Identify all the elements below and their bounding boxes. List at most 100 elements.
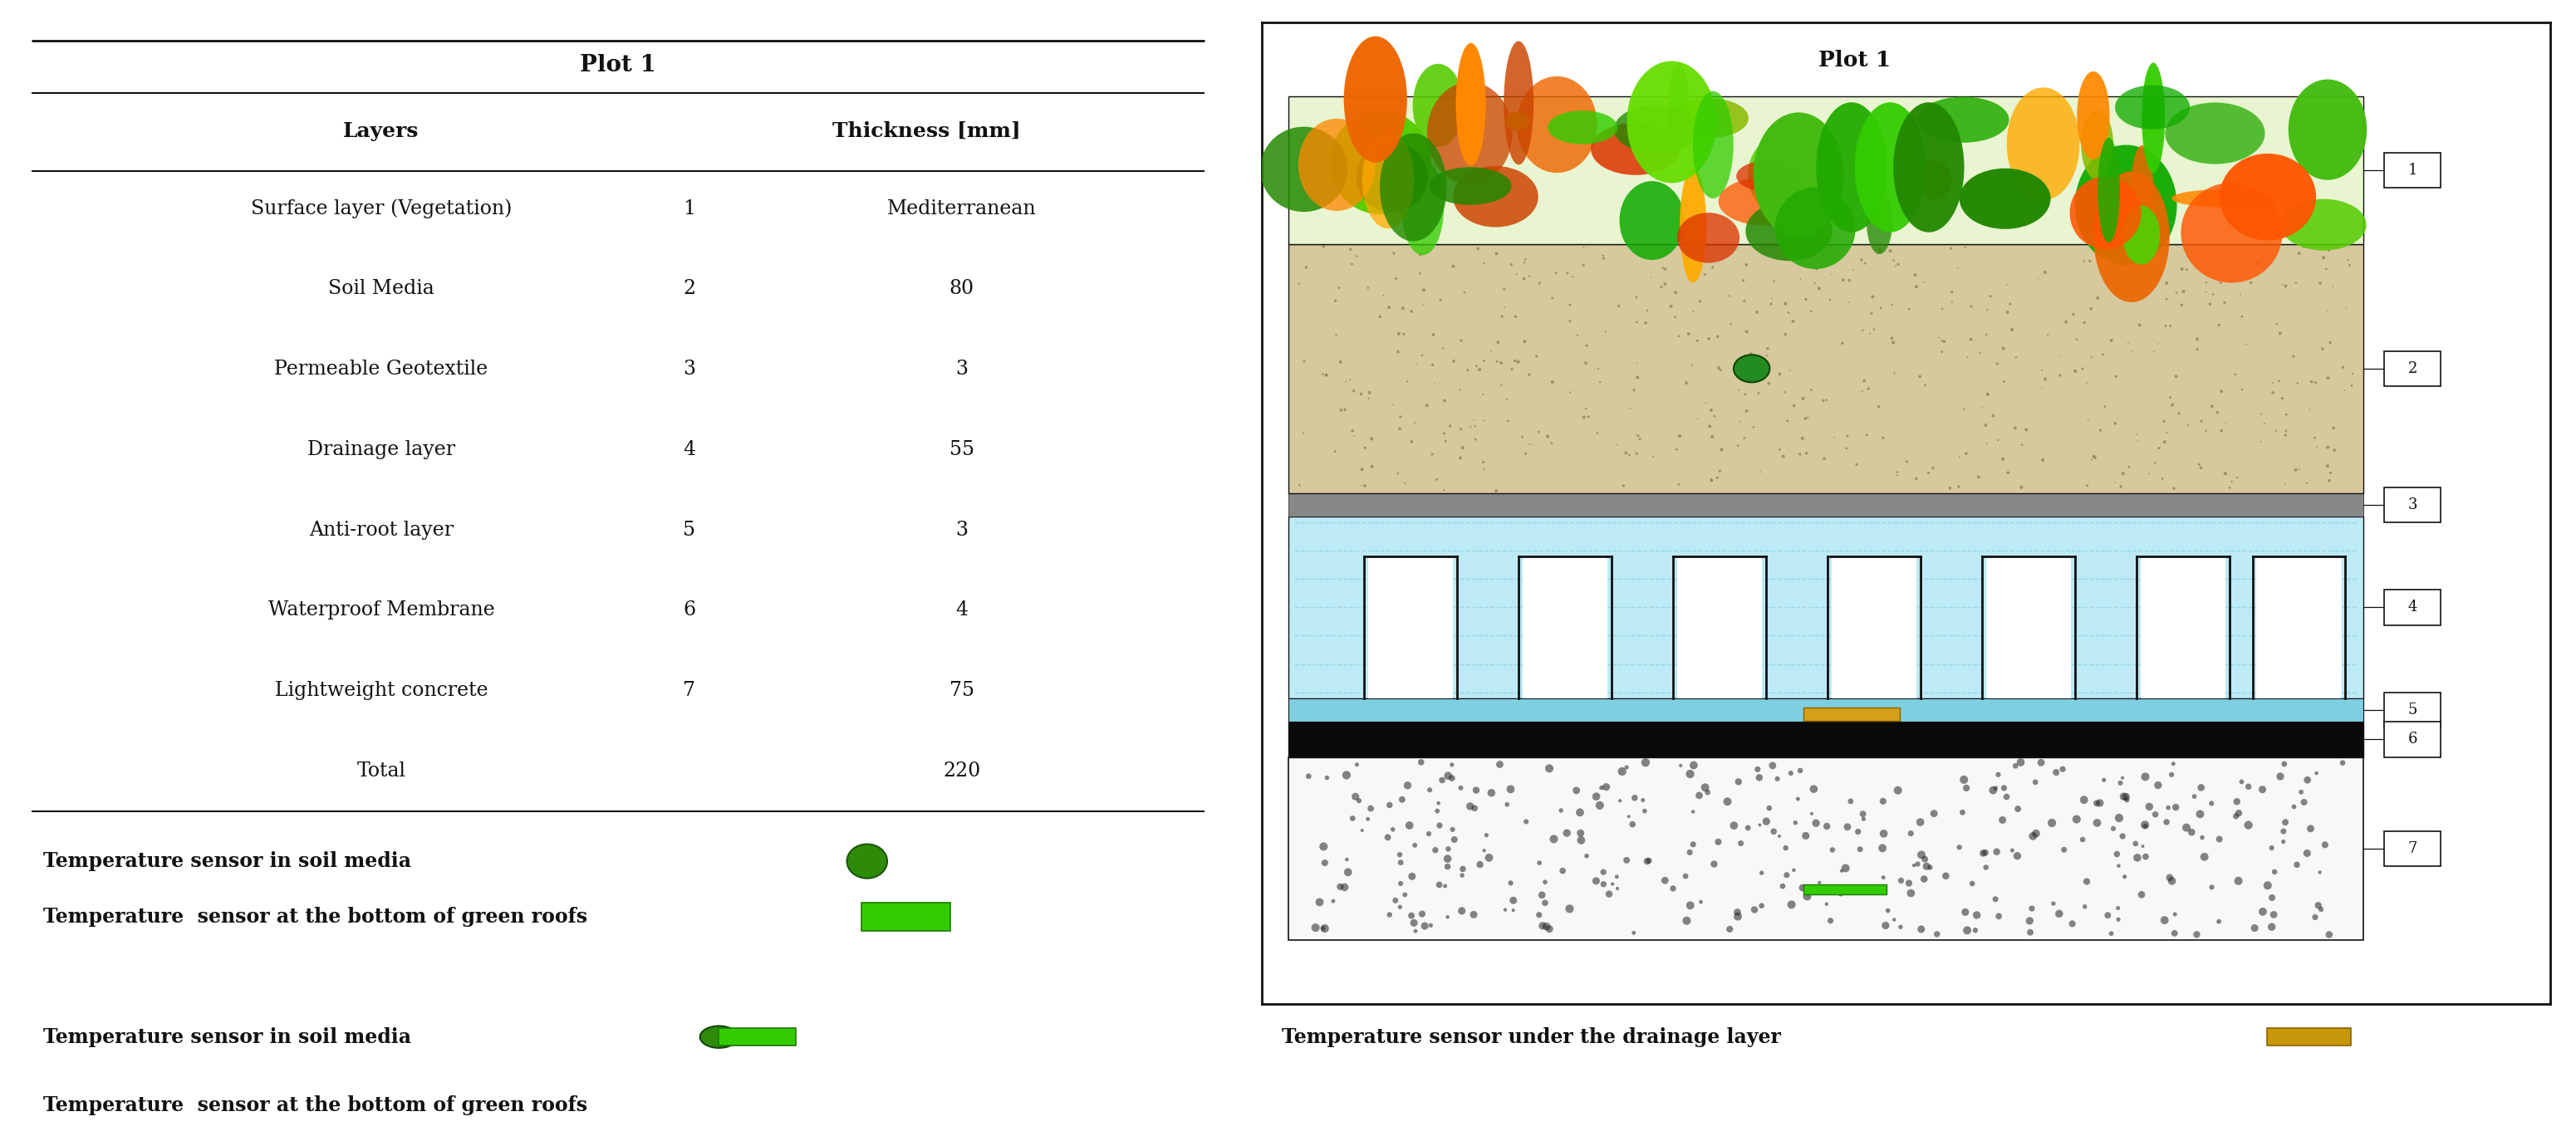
Ellipse shape	[2172, 189, 2275, 208]
Point	[1888, 874, 1929, 892]
Point	[1700, 440, 1741, 459]
Point	[1909, 858, 1950, 876]
Point	[1643, 275, 1685, 293]
Text: 3: 3	[683, 359, 696, 379]
Point	[1669, 249, 1710, 267]
Point	[2154, 754, 2195, 772]
Point	[1754, 272, 1795, 290]
Point	[2022, 361, 2063, 379]
Text: 1: 1	[683, 199, 696, 218]
Point	[1332, 254, 1373, 273]
Point	[1314, 892, 1355, 911]
Point	[1847, 380, 1888, 398]
Point	[1986, 275, 2027, 293]
Ellipse shape	[1677, 212, 1739, 262]
Point	[1360, 308, 1401, 326]
Point	[1829, 792, 1870, 810]
Point	[1368, 796, 1409, 815]
Point	[1770, 896, 1811, 914]
Point	[2200, 421, 2241, 439]
Point	[1502, 428, 1543, 446]
Point	[1718, 437, 1759, 455]
Point	[2228, 816, 2269, 834]
Point	[1870, 329, 1911, 347]
Point	[1801, 246, 1842, 265]
Point	[1713, 817, 1754, 835]
Point	[1623, 791, 1664, 809]
Point	[2308, 925, 2349, 944]
Point	[1376, 891, 1417, 909]
Point	[1427, 850, 1468, 868]
Point	[1747, 339, 1788, 357]
Point	[1432, 820, 1473, 839]
Text: 4: 4	[956, 600, 969, 620]
Point	[1337, 248, 1378, 266]
Point	[2156, 283, 2197, 301]
Text: Surface layer (Vegetation): Surface layer (Vegetation)	[250, 199, 513, 218]
Text: 3: 3	[956, 520, 969, 540]
Point	[1489, 874, 1530, 892]
Point	[2138, 334, 2179, 353]
Point	[1728, 819, 1770, 837]
Ellipse shape	[1401, 160, 1445, 256]
Ellipse shape	[1747, 201, 1832, 261]
Point	[1525, 873, 1566, 891]
Point	[1613, 381, 1654, 399]
Point	[2262, 276, 2303, 294]
Point	[1556, 782, 1597, 800]
Point	[2102, 769, 2143, 787]
Point	[1767, 866, 1808, 884]
Ellipse shape	[2007, 88, 2079, 200]
Point	[1803, 391, 1844, 410]
Point	[2014, 824, 2056, 842]
Point	[2205, 464, 2246, 483]
Point	[2076, 289, 2117, 307]
Point	[1795, 814, 1837, 832]
Point	[2136, 454, 2177, 472]
Point	[1533, 830, 1574, 848]
Text: Plot 1: Plot 1	[1819, 50, 1891, 71]
Ellipse shape	[1430, 168, 1512, 205]
Point	[1978, 431, 2020, 450]
Point	[1780, 445, 1821, 463]
Point	[1767, 412, 1808, 430]
Point	[1795, 259, 1837, 277]
Text: 3: 3	[2409, 497, 2416, 512]
Point	[2146, 290, 2187, 308]
Point	[2264, 814, 2306, 832]
Point	[2038, 905, 2079, 923]
Point	[1435, 831, 1476, 849]
Point	[1672, 835, 1713, 853]
Text: Temperature  sensor at the bottom of green roofs: Temperature sensor at the bottom of gree…	[44, 1095, 587, 1116]
Point	[1844, 372, 1886, 390]
Point	[1862, 429, 1904, 447]
Point	[1989, 463, 2030, 482]
Text: Temperature sensor under the drainage layer: Temperature sensor under the drainage la…	[1280, 1027, 1780, 1047]
Point	[1561, 824, 1602, 842]
Point	[1659, 476, 1700, 494]
Point	[1602, 762, 1643, 780]
Point	[1695, 407, 1736, 426]
Point	[1461, 856, 1502, 874]
Point	[1880, 917, 1922, 936]
Point	[2244, 414, 2285, 432]
Point	[2262, 389, 2303, 407]
Point	[1808, 291, 1850, 309]
Point	[2143, 412, 2184, 430]
Point	[1875, 257, 1917, 275]
Point	[1628, 851, 1669, 869]
Point	[2221, 772, 2262, 791]
Point	[1533, 373, 1574, 391]
Point	[1690, 471, 1731, 489]
Point	[1953, 874, 1994, 892]
Point	[1945, 238, 1986, 257]
Point	[2053, 305, 2094, 323]
Point	[1383, 885, 1425, 904]
Point	[2063, 898, 2105, 916]
Point	[2161, 296, 2202, 314]
Point	[1893, 266, 1935, 284]
Point	[1597, 297, 1638, 315]
Point	[1726, 323, 1767, 341]
Point	[1476, 353, 1517, 371]
Point	[1373, 820, 1414, 839]
